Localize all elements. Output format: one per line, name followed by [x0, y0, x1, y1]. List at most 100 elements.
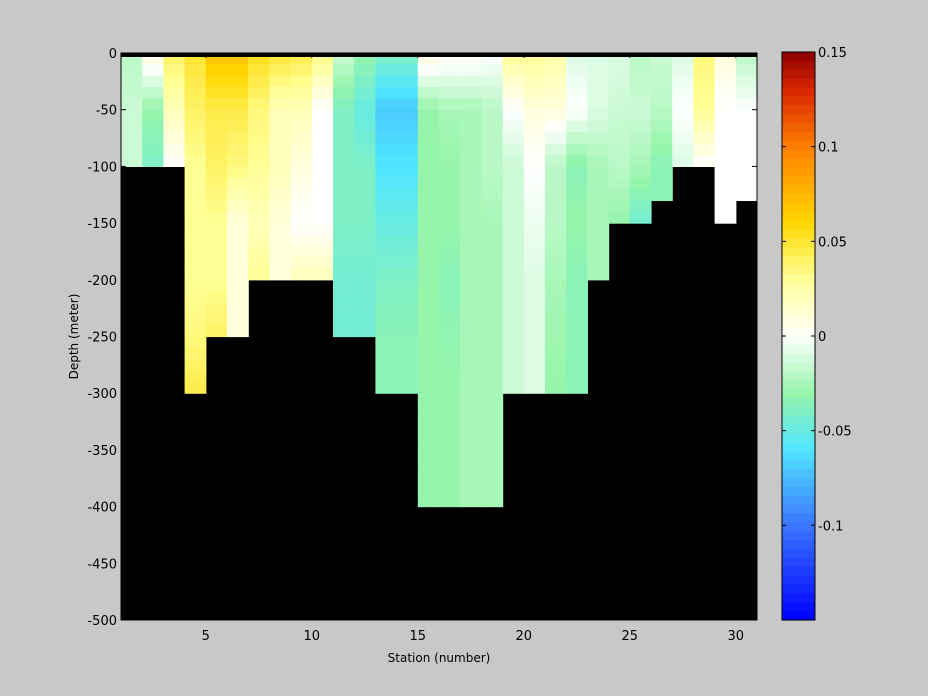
heatmap-cell: [714, 109, 737, 122]
heatmap-cell: [714, 166, 737, 179]
heatmap-cell: [417, 200, 440, 213]
heatmap-cell: [417, 132, 440, 145]
heatmap-cell: [439, 257, 461, 270]
heatmap-cell: [375, 200, 398, 213]
heatmap-cell: [333, 200, 355, 213]
heatmap-cell: [523, 121, 546, 133]
heatmap-cell: [184, 370, 207, 383]
heatmap-cell: [417, 302, 440, 315]
heatmap-cell: [651, 87, 673, 99]
heatmap-cell: [545, 200, 567, 213]
heatmap-cell: [205, 166, 228, 179]
colorbar-segment: [782, 566, 815, 577]
heatmap-cell: [460, 438, 482, 451]
heatmap-cell: [439, 177, 461, 190]
heatmap-cell: [290, 75, 313, 88]
heatmap-cell: [248, 268, 270, 281]
heatmap-cell: [693, 155, 716, 167]
colorbar-segment: [782, 167, 815, 177]
heatmap-cell: [163, 109, 186, 122]
heatmap-cell: [121, 64, 143, 77]
heatmap-cell: [460, 245, 482, 258]
heatmap-cell: [375, 132, 398, 145]
heatmap-cell: [417, 166, 440, 179]
heatmap-cell: [396, 302, 419, 315]
heatmap-cell: [354, 211, 376, 224]
heatmap-cell: [375, 98, 398, 111]
heatmap-cell: [396, 200, 419, 213]
heatmap-cell: [375, 234, 398, 247]
heatmap-cell: [460, 325, 482, 338]
heatmap-cell: [566, 132, 588, 145]
heatmap-cell: [417, 449, 440, 462]
heatmap-cell: [311, 234, 334, 247]
heatmap-cell: [545, 75, 567, 88]
heatmap-cell: [311, 109, 334, 122]
heatmap-cell: [354, 87, 376, 99]
heatmap-cell: [439, 495, 461, 508]
heatmap-cell: [396, 291, 419, 304]
heatmap-cell: [184, 268, 207, 281]
heatmap-cell: [439, 64, 461, 77]
heatmap-cell: [417, 53, 440, 65]
heatmap-cell: [227, 257, 249, 270]
heatmap-cell: [460, 472, 482, 485]
heatmap-cell: [693, 53, 716, 65]
heatmap-cell: [417, 121, 440, 133]
heatmap-cell: [481, 132, 504, 145]
heatmap-cell: [587, 211, 610, 224]
heatmap-cell: [184, 347, 207, 360]
heatmap-cell: [396, 325, 419, 338]
heatmap-cell: [205, 53, 228, 65]
colorbar-segment: [782, 389, 815, 399]
heatmap-cell: [375, 143, 398, 156]
heatmap-cell: [481, 495, 504, 508]
heatmap-cell: [481, 461, 504, 474]
heatmap-cell: [523, 381, 546, 394]
heatmap-cell: [227, 211, 249, 224]
heatmap-cell: [375, 109, 398, 122]
heatmap-cell: [460, 109, 482, 122]
colorbar-segment: [782, 380, 815, 390]
heatmap-cell: [460, 279, 482, 292]
heatmap-cell: [523, 325, 546, 338]
heatmap-cell: [545, 245, 567, 258]
heatmap-cell: [587, 143, 610, 156]
heatmap-cell: [333, 189, 355, 202]
heatmap-cell: [163, 87, 186, 99]
heatmap-cell: [227, 291, 249, 304]
heatmap-cell: [269, 257, 292, 270]
heatmap-cell: [460, 64, 482, 77]
heatmap-cell: [227, 166, 249, 179]
heatmap-cell: [693, 98, 716, 111]
y-tick-label: -200: [87, 274, 117, 289]
heatmap-cell: [523, 109, 546, 122]
colorbar-segment: [782, 247, 815, 257]
heatmap-cell: [481, 166, 504, 179]
heatmap-cell: [205, 313, 228, 326]
heatmap-cell: [290, 143, 313, 156]
heatmap-cell: [163, 132, 186, 145]
heatmap-cell: [502, 223, 525, 236]
heatmap-cell: [587, 121, 610, 133]
heatmap-cell: [311, 268, 334, 281]
heatmap-cell: [269, 245, 292, 258]
heatmap-cell: [502, 75, 525, 88]
heatmap-cell: [460, 483, 482, 496]
heatmap-cell: [311, 245, 334, 258]
heatmap-cell: [121, 121, 143, 133]
heatmap-cell: [651, 166, 673, 179]
y-tick-label: -250: [87, 331, 117, 346]
heatmap-cell: [587, 98, 610, 111]
heatmap-cell: [566, 370, 588, 383]
heatmap-cell: [333, 257, 355, 270]
heatmap-cell: [545, 121, 567, 133]
heatmap-cell: [502, 64, 525, 77]
heatmap-cell: [184, 211, 207, 224]
colorbar-segment: [782, 469, 815, 479]
heatmap-cell: [481, 393, 504, 406]
heatmap-cell: [439, 109, 461, 122]
heatmap-cell: [417, 234, 440, 247]
heatmap-cell: [417, 347, 440, 360]
heatmap-cell: [205, 302, 228, 315]
